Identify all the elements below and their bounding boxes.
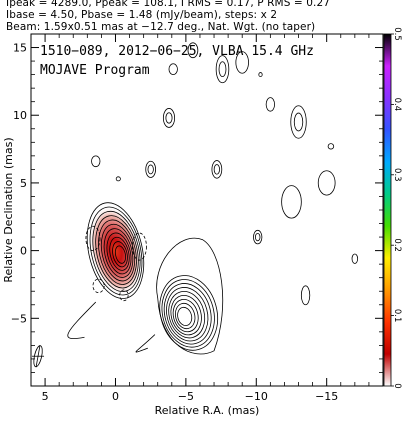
jet-knot-contour [177, 306, 193, 326]
negative-contour [119, 289, 129, 302]
jet-envelope-contour [156, 237, 224, 355]
isolated-contour [235, 51, 249, 74]
jet-knot-contour [168, 291, 206, 339]
isolated-contour [258, 72, 263, 78]
x-tick-label: −5 [178, 390, 194, 403]
isolated-contour [91, 155, 101, 168]
x-tick-label: −15 [315, 390, 338, 403]
isolated-contour [147, 164, 154, 175]
x-axis-title: Relative R.A. (mas) [155, 404, 260, 417]
x-tick-label: −10 [245, 390, 268, 403]
jet-knot-contour [163, 283, 212, 345]
isolated-contour [293, 112, 304, 132]
beam-crosshair [35, 345, 41, 368]
isolated-contour [265, 97, 275, 112]
colorbar: 0 0.1 0.2 0.3 0.4 0.5 [383, 27, 402, 389]
isolated-contour [211, 160, 223, 179]
isolated-contour [290, 105, 307, 139]
colorbar-tick-label: 0.4 [392, 98, 402, 112]
isolated-contour [281, 185, 302, 219]
core-contour [100, 223, 136, 282]
jet-trail-contour [67, 301, 97, 339]
beam-ellipse [33, 345, 43, 368]
isolated-contour [145, 160, 157, 178]
isolated-contour [213, 164, 220, 175]
negative-contour [92, 278, 105, 293]
core-contour [106, 232, 132, 275]
core-contour [95, 215, 139, 289]
y-tick-label: 10 [13, 109, 27, 122]
negative-contour [131, 232, 147, 261]
header-line-1: Ipeak = 4289.0, Ppeak = 108.1, I RMS = 0… [6, 0, 331, 9]
header-line-3: Beam: 1.59x0.51 mas at −12.7 deg., Nat. … [6, 21, 316, 33]
jet-knot-contour [166, 287, 209, 342]
jet-trail-contour [135, 334, 156, 353]
y-axis-title: Relative Declination (mas) [2, 137, 15, 282]
colorbar-gradient [383, 33, 392, 387]
core-contour [112, 241, 128, 268]
colorbar-tick-label: 0.3 [392, 168, 402, 182]
jet-knot-contour [161, 279, 215, 348]
y-tick-label: 0 [20, 245, 27, 258]
core-contour [98, 219, 137, 285]
isolated-contour [351, 253, 359, 264]
isolated-contour [253, 229, 263, 245]
isolated-contour [218, 61, 227, 78]
isolated-contour [317, 170, 336, 196]
colorbar-tick-label: 0.5 [392, 27, 402, 41]
y-tick-label: 5 [20, 177, 27, 190]
inset-program: MOJAVE Program [40, 63, 150, 78]
isolated-contour [327, 143, 335, 150]
isolated-contour [168, 63, 178, 76]
isolated-contour [300, 285, 311, 306]
isolated-contour [187, 42, 199, 59]
isolated-contour [254, 232, 261, 242]
core-contour [92, 210, 141, 292]
core-contour [114, 245, 127, 264]
core-contour [103, 228, 134, 278]
isolated-contour [165, 112, 173, 124]
y-tick-label: −5 [11, 312, 27, 325]
colorbar-tick-label: 0.1 [392, 309, 402, 323]
core-contour [89, 206, 143, 296]
core-contour [109, 236, 130, 271]
isolated-contour [162, 108, 176, 128]
isolated-contour [215, 55, 230, 84]
inset-title: 1510−089, 2012−06−25, VLBA 15.4 GHz [40, 44, 314, 59]
plot-frame [30, 33, 384, 387]
x-tick-label: 5 [42, 390, 49, 403]
jet-knot-contour [172, 298, 199, 333]
core-contour [86, 202, 145, 299]
colorbar-tick-label: 0.2 [392, 238, 402, 252]
isolated-contour [115, 176, 121, 182]
y-tick-label: 15 [13, 42, 27, 55]
negative-contour [85, 225, 101, 252]
x-tick-label: 0 [112, 390, 119, 403]
jet-knot-contour [170, 295, 202, 336]
header-line-2: Ibase = 4.50, Pbase = 1.48 (mJy/beam), s… [6, 9, 278, 21]
colorbar-tick-label: 0 [392, 383, 402, 388]
jet-knot-contour [174, 302, 196, 330]
